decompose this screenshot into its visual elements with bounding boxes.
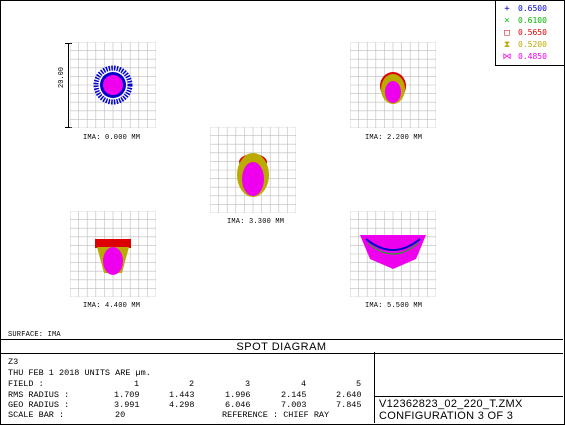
field-value: 1 [134, 379, 140, 389]
panel-divider [374, 396, 563, 397]
rms-value: 1.443 [169, 390, 195, 400]
wavelength-legend: + 0.6500 × 0.6100 □ 0.5650 ⧗ 0.5200 ⋈ 0.… [495, 0, 564, 66]
legend-value: 0.5200 [518, 40, 547, 49]
legend-value: 0.6100 [518, 16, 547, 25]
geo-value: 3.991 [114, 400, 140, 410]
spot-field-4 [70, 211, 156, 297]
legend-value: 0.6500 [518, 4, 547, 13]
reference-text: REFERENCE : CHIEF RAY [222, 410, 330, 420]
rms-value: 1.709 [114, 390, 140, 400]
legend-entry: ⋈ 0.4850 [500, 51, 547, 62]
scale-bar [65, 43, 72, 128]
rms-value: 1.996 [225, 390, 251, 400]
geo-value: 7.845 [336, 400, 362, 410]
panel-divider [374, 352, 375, 423]
spot-label: IMA: 2.200 MM [365, 134, 423, 142]
field-value: 3 [245, 379, 251, 389]
rms-row-label: RMS RADIUS : [8, 390, 70, 400]
info-panel: SPOT DIAGRAM [0, 339, 563, 424]
surface-label: SURFACE: IMA [8, 331, 61, 339]
rms-value: 2.640 [336, 390, 362, 400]
rms-value: 2.145 [281, 390, 307, 400]
field-value: 2 [189, 379, 195, 389]
scale-row-label: SCALE BAR : [8, 410, 65, 420]
field-row-label: FIELD : [8, 379, 44, 389]
geo-value: 4.298 [169, 400, 195, 410]
geo-row-label: GEO RADIUS : [8, 400, 70, 410]
plus-marker-icon: + [504, 3, 510, 14]
legend-value: 0.5650 [518, 28, 547, 37]
date-units: THU FEB 1 2018 UNITS ARE µm. [8, 368, 151, 378]
field-value: 5 [356, 379, 362, 389]
legend-entry: + 0.6500 [500, 3, 547, 14]
legend-entry: ⧗ 0.5200 [500, 39, 547, 50]
file-name: V12362823_02_220_T.ZMX [379, 398, 523, 410]
cross-marker-icon: × [504, 15, 510, 26]
hourglass-marker-icon: ⧗ [503, 39, 511, 50]
panel-title: SPOT DIAGRAM [0, 340, 563, 354]
spot-field-3 [210, 127, 296, 213]
legend-entry: □ 0.5650 [500, 27, 547, 38]
spot-field-1 [70, 42, 156, 128]
configuration-text: CONFIGURATION 3 OF 3 [379, 410, 514, 422]
geo-value: 6.046 [225, 400, 251, 410]
scale-bar-label: 20.00 [58, 66, 66, 88]
lens-id: Z3 [8, 357, 19, 367]
square-marker-icon: □ [504, 27, 510, 38]
field-value: 4 [301, 379, 307, 389]
bowtie-marker-icon: ⋈ [502, 51, 512, 62]
spot-label: IMA: 3.300 MM [227, 218, 285, 226]
spot-field-2 [350, 42, 436, 128]
spot-label: IMA: 5.500 MM [365, 302, 423, 310]
legend-entry: × 0.6100 [500, 15, 547, 26]
spot-label: IMA: 0.000 MM [83, 134, 141, 142]
geo-value: 7.003 [281, 400, 307, 410]
legend-value: 0.4850 [518, 52, 547, 61]
spot-label: IMA: 4.400 MM [83, 302, 141, 310]
scale-value: 20 [115, 410, 126, 420]
spot-field-5 [350, 211, 436, 297]
